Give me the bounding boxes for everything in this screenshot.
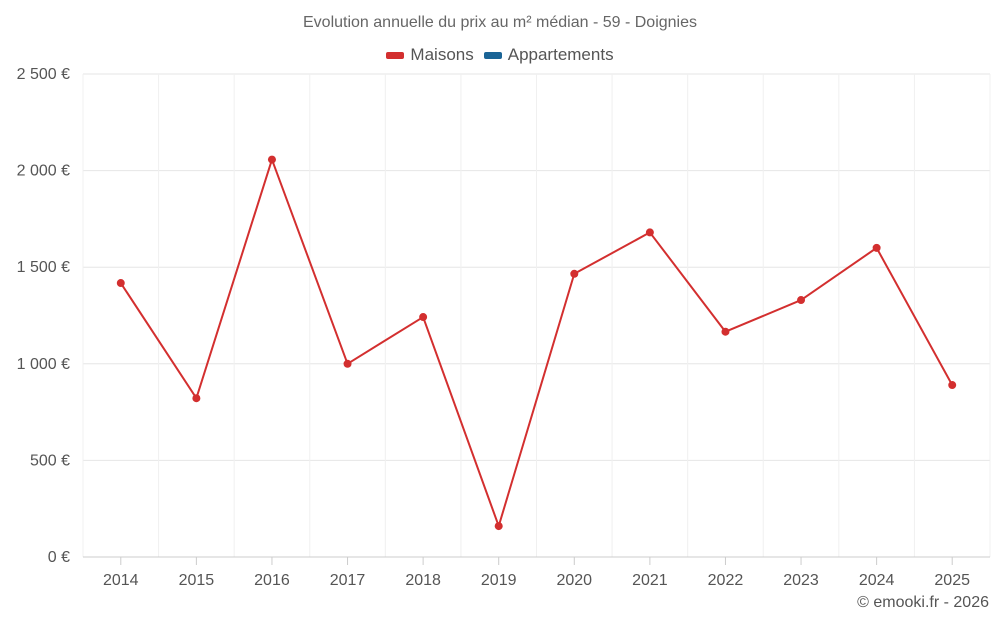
y-tick-label: 500 € <box>30 452 70 469</box>
chart-legend: Maisons Appartements <box>0 45 1000 65</box>
data-point <box>343 359 352 368</box>
x-tick-label: 2014 <box>103 572 139 589</box>
x-tick-label: 2023 <box>783 572 819 589</box>
y-tick-label: 1 000 € <box>17 356 70 373</box>
legend-swatch-maisons <box>386 51 405 59</box>
y-tick-label: 0 € <box>48 549 70 566</box>
data-point <box>948 381 957 390</box>
x-tick-label: 2016 <box>254 572 290 589</box>
x-tick-label: 2020 <box>556 572 592 589</box>
x-tick-label: 2015 <box>179 572 215 589</box>
chart-title: Evolution annuelle du prix au m² médian … <box>303 14 697 31</box>
data-point <box>192 394 201 403</box>
x-tick-label: 2025 <box>934 572 970 589</box>
legend-label-appartements: Appartements <box>507 45 614 64</box>
x-tick-label: 2021 <box>632 572 668 589</box>
data-point <box>494 522 503 531</box>
data-point <box>721 327 730 336</box>
data-point <box>419 313 428 322</box>
legend-label-maisons: Maisons <box>410 45 474 64</box>
x-tick-label: 2017 <box>330 572 366 589</box>
legend-swatch-appartements <box>483 51 502 59</box>
data-point <box>797 296 806 305</box>
data-point <box>645 228 654 237</box>
x-tick-label: 2024 <box>859 572 895 589</box>
data-point <box>116 279 125 288</box>
legend-item-maisons[interactable]: Maisons <box>386 45 474 65</box>
y-tick-label: 2 500 € <box>17 66 70 83</box>
x-tick-label: 2019 <box>481 572 517 589</box>
copyright-credit: © emooki.fr - 2026 <box>857 594 989 611</box>
series-line-maisons <box>119 158 954 528</box>
data-point <box>570 269 579 278</box>
x-tick-label: 2022 <box>708 572 744 589</box>
legend-item-appartements[interactable]: Appartements <box>483 45 614 65</box>
data-point <box>872 243 881 252</box>
y-tick-label: 2 000 € <box>17 163 70 180</box>
y-tick-label: 1 500 € <box>17 259 70 276</box>
data-point <box>267 155 276 164</box>
x-tick-label: 2018 <box>405 572 441 589</box>
